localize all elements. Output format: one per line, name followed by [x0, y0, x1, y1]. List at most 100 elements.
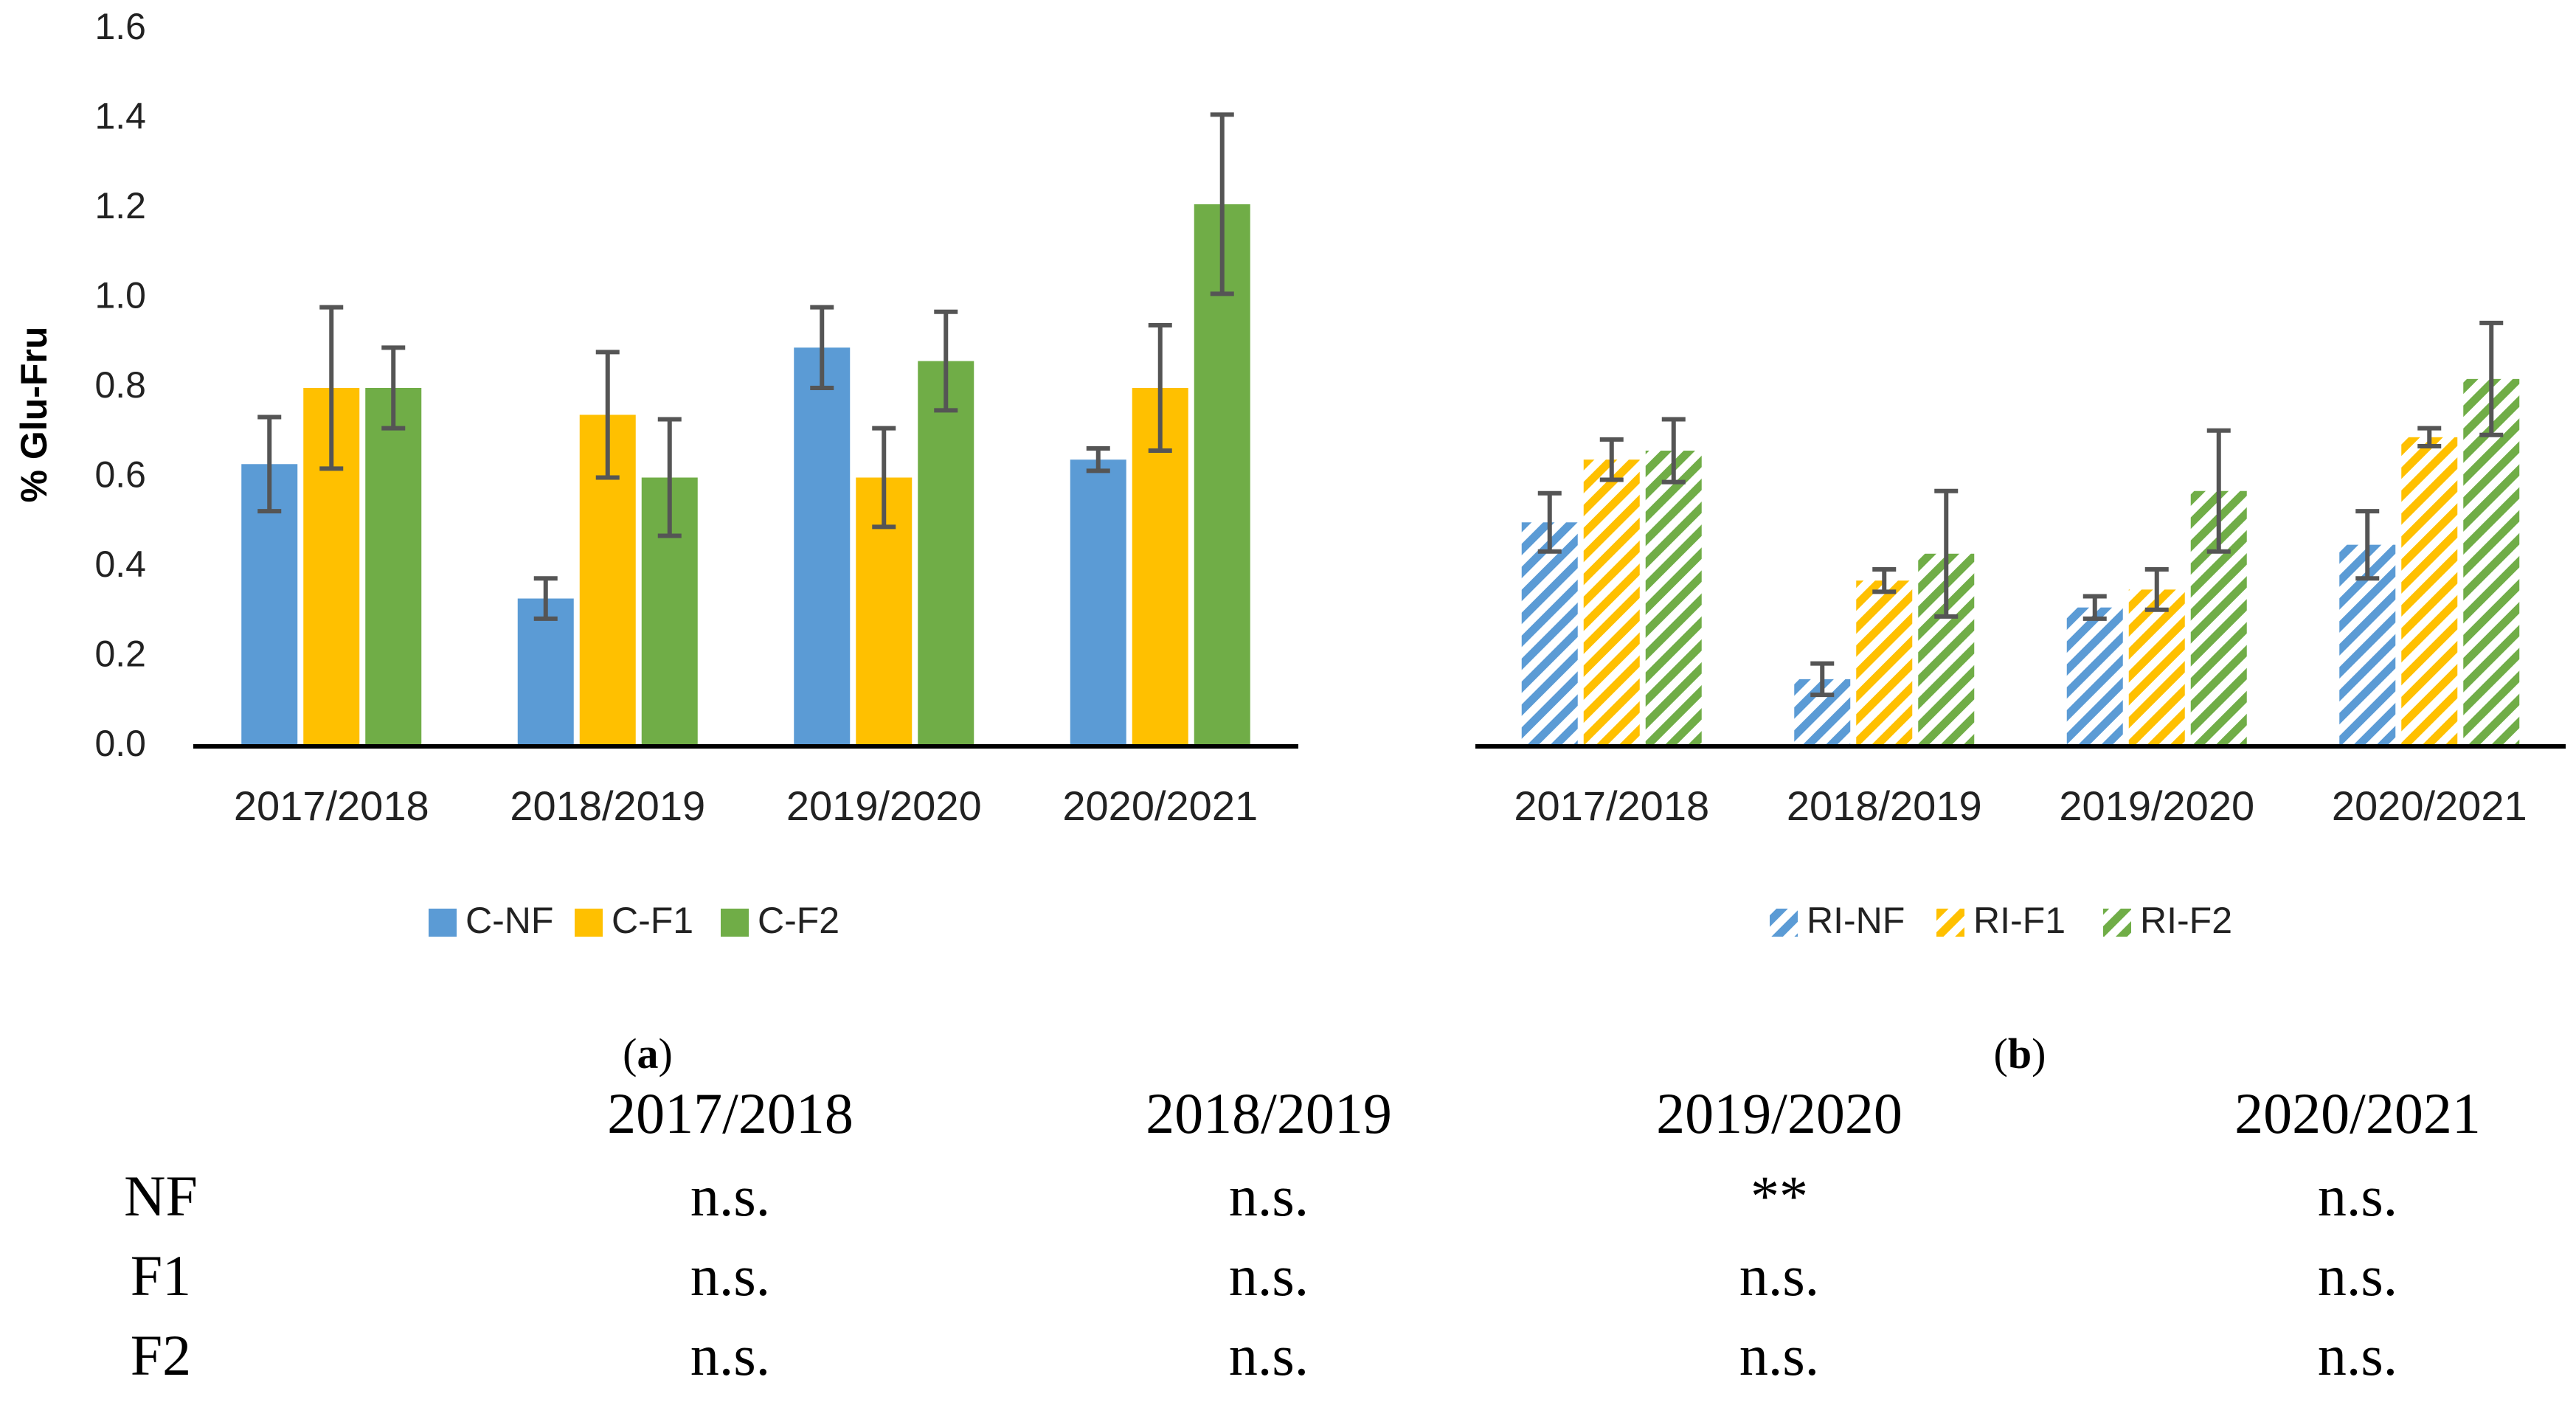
y-axis-title: % Glu-Fru	[13, 327, 55, 503]
error-bar-c-nf-2018-2019	[533, 576, 558, 621]
error-bar-c-f1-2018-2019	[595, 350, 620, 480]
table-row-label: F1	[131, 1243, 191, 1308]
table-cell: n.s.	[1739, 1243, 1819, 1308]
x-tick-label: 2017/2018	[234, 783, 429, 829]
error-bar-ri-f1-2018-2019	[1872, 567, 1897, 594]
legend-item-ri-f1: RI-F1	[1936, 900, 2066, 941]
table-cell: n.s.	[690, 1164, 770, 1228]
legend-label: C-F1	[612, 900, 693, 941]
error-bar-ri-f1-2019-2020	[2144, 567, 2169, 612]
legend-label: RI-F2	[2140, 900, 2232, 941]
y-tick-label: 1.4	[94, 96, 146, 137]
error-bar-ri-f1-2020-2021	[2417, 426, 2442, 448]
bar-c-nf-2020-2021	[1070, 459, 1126, 746]
bar-c-f2-2017-2018	[365, 388, 422, 746]
chart-panel-a: 0.0 0.2 0.4 0.6 0.8 1.0 1.2 1.4 1.6 2017/2018 2018…	[94, 6, 1298, 941]
table-cell: n.s.	[1229, 1164, 1309, 1228]
table-cell: n.s.	[2318, 1323, 2397, 1387]
table-row: NF n.s. n.s. ** n.s.	[124, 1164, 2397, 1228]
legend-swatch	[575, 909, 603, 937]
legend-item-c-f2: C-F2	[721, 900, 839, 941]
y-tick-label: 0.0	[94, 723, 146, 764]
error-bar-ri-nf-2017-2018	[1537, 490, 1562, 554]
bar-c-f2-2019-2020	[918, 361, 974, 746]
x-tick-label: 2018/2019	[510, 783, 705, 829]
table-cell: n.s.	[1739, 1323, 1819, 1387]
legend-swatch	[1770, 909, 1798, 937]
x-tick-label: 2020/2021	[1062, 783, 1258, 829]
panel-label-b: (b)	[1994, 1030, 2046, 1078]
error-bar-c-nf-2019-2020	[810, 305, 834, 390]
table-column-header: 2017/2018	[607, 1081, 854, 1145]
error-bar-ri-f1-2017-2018	[1599, 437, 1624, 482]
chart-panel-b: 2017/2018 2018/2019 2019/2020 2020/2021 RI-N…	[1475, 320, 2566, 941]
table-row: F2 n.s. n.s. n.s. n.s.	[131, 1323, 2397, 1387]
bar-ri-f1-2017-2018	[1583, 459, 1640, 746]
table-cell: n.s.	[2318, 1243, 2397, 1308]
x-tick-label: 2020/2021	[2332, 783, 2527, 829]
table-cell: n.s.	[1229, 1243, 1309, 1308]
error-bar-ri-f2-2020-2021	[2479, 320, 2504, 437]
table-cell: **	[1751, 1164, 1808, 1228]
legend-label: C-F2	[758, 900, 839, 941]
table-cell: n.s.	[1229, 1323, 1309, 1387]
error-bar-c-nf-2020-2021	[1086, 446, 1110, 473]
error-bar-c-f2-2017-2018	[381, 345, 406, 431]
error-bar-c-nf-2017-2018	[257, 414, 282, 514]
legend: RI-NF RI-F1 RI-F2	[1770, 900, 2232, 941]
x-tick-label: 2019/2020	[2059, 783, 2254, 829]
x-tick-label: 2018/2019	[1787, 783, 1982, 829]
error-bar-ri-f2-2019-2020	[2206, 428, 2231, 554]
bar-ri-f2-2020-2021	[2463, 378, 2520, 746]
bar-ri-f2-2017-2018	[1645, 451, 1702, 746]
legend-item-c-nf: C-NF	[429, 900, 553, 941]
table-column-header: 2018/2019	[1146, 1081, 1392, 1145]
legend-swatch	[721, 909, 749, 937]
bar-ri-f1-2020-2021	[2401, 437, 2458, 746]
y-tick-label: 1.0	[94, 275, 146, 316]
table-cell: n.s.	[2318, 1164, 2397, 1228]
y-tick-label: 0.8	[94, 364, 146, 406]
panel-label-a: (a)	[623, 1030, 673, 1078]
bar-ri-f1-2019-2020	[2128, 589, 2185, 746]
y-tick-label: 1.6	[94, 6, 146, 47]
legend-label: RI-F1	[1973, 900, 2066, 941]
error-bar-ri-nf-2018-2019	[1810, 661, 1835, 698]
legend-label: C-NF	[465, 900, 553, 941]
x-tick-label: 2017/2018	[1514, 783, 1709, 829]
bar-ri-nf-2019-2020	[2066, 607, 2123, 746]
table-row-label: F2	[131, 1323, 191, 1387]
error-bar-ri-nf-2020-2021	[2355, 509, 2380, 581]
error-bar-c-f2-2019-2020	[934, 309, 958, 413]
error-bar-c-f2-2020-2021	[1210, 112, 1234, 296]
table-row: F1 n.s. n.s. n.s. n.s.	[131, 1243, 2397, 1308]
error-bar-c-f1-2020-2021	[1148, 322, 1172, 454]
table-row-label: NF	[124, 1164, 198, 1228]
y-tick-label: 0.4	[94, 544, 146, 585]
table-cell: n.s.	[690, 1323, 770, 1387]
error-bar-ri-nf-2019-2020	[2082, 594, 2107, 621]
legend-swatch	[1936, 909, 1964, 937]
legend-item-c-f1: C-F1	[575, 900, 693, 941]
error-bar-ri-f2-2018-2019	[1934, 488, 1959, 619]
error-bar-c-f1-2017-2018	[319, 305, 344, 471]
panel-label-b-letter: b	[2008, 1030, 2032, 1078]
table-column-header: 2020/2021	[2234, 1081, 2481, 1145]
error-bar-c-f1-2019-2020	[872, 426, 896, 530]
legend-item-ri-nf: RI-NF	[1770, 900, 1905, 941]
significance-table: 2017/2018 2018/2019 2019/2020 2020/2021 NF n.…	[124, 1081, 2481, 1387]
y-tick-label: 0.2	[94, 634, 146, 675]
legend-swatch	[429, 909, 457, 937]
error-bar-c-f2-2018-2019	[657, 417, 682, 538]
bar-ri-nf-2017-2018	[1521, 522, 1578, 746]
error-bar-ri-f2-2017-2018	[1661, 417, 1686, 485]
table-cell: n.s.	[690, 1243, 770, 1308]
y-tick-label: 1.2	[94, 185, 146, 226]
bar-ri-f1-2018-2019	[1856, 580, 1913, 746]
legend-item-ri-f2: RI-F2	[2103, 900, 2232, 941]
table-column-header: 2019/2020	[1656, 1081, 1902, 1145]
panel-label-a-letter: a	[637, 1030, 659, 1078]
y-tick-label: 0.6	[94, 454, 146, 496]
bar-c-nf-2019-2020	[794, 347, 851, 746]
